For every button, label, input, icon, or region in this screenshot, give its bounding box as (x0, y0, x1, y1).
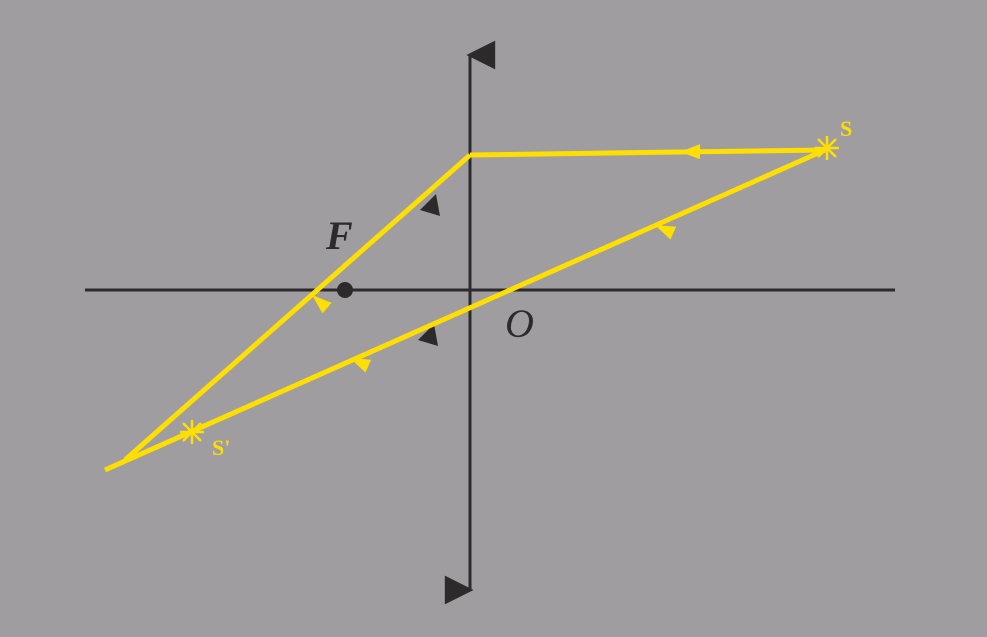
focus-label: F (326, 212, 353, 259)
image-star-icon (180, 420, 204, 444)
ray-parallel-incoming (470, 150, 825, 155)
source-label: S (840, 116, 852, 142)
source-star-icon (815, 136, 839, 160)
focus-point (337, 282, 353, 298)
ray1-arrow-icon (680, 144, 700, 159)
ray-parallel-refracted (125, 155, 470, 460)
origin-label: O (505, 300, 534, 347)
optics-diagram (0, 0, 987, 637)
image-label: S' (212, 435, 230, 461)
ray-through-center (105, 150, 825, 470)
